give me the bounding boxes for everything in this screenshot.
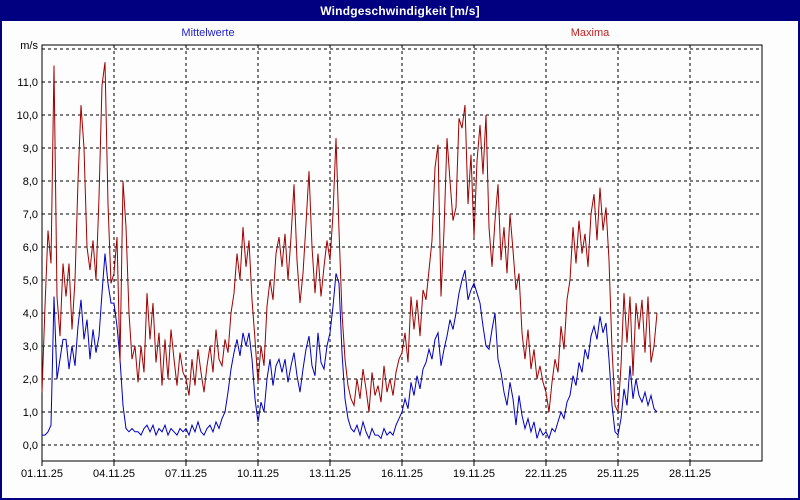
series-line-mittelwerte [42,253,658,440]
x-tick-label: 16.11.25 [381,468,423,480]
y-tick-label: 9,0 [23,143,38,155]
x-tick-label: 04.11.25 [93,468,135,480]
x-tick-label: 19.11.25 [453,468,495,480]
legend-mittelwerte-label: Mittelwerte [181,27,235,39]
x-tick-label: 25.11.25 [597,468,639,480]
x-tick-label: 01.11.25 [21,468,63,480]
y-tick-label: 6,0 [23,242,38,254]
y-tick-label: 5,0 [23,275,38,287]
y-unit-label: m/s [20,40,38,52]
window-title: Windgeschwindigkeit [m/s] [320,4,480,18]
y-tick-label: 4,0 [23,308,38,320]
y-tick-label: 0,0 [23,440,38,452]
y-tick-label: 3,0 [23,341,38,353]
x-tick-label: 07.11.25 [165,468,207,480]
y-tick-label: 11,0 [17,77,38,89]
x-tick-label: 13.11.25 [309,468,351,480]
y-tick-label: 7,0 [23,209,38,221]
y-tick-label: 10,0 [17,110,38,122]
x-tick-label: 10.11.25 [237,468,279,480]
series-line-maxima [41,62,658,413]
x-tick-label: 28.11.25 [669,468,711,480]
legend-maxima-label: Maxima [570,27,610,39]
y-tick-label: 8,0 [23,176,38,188]
y-tick-label: 1,0 [23,407,38,419]
x-tick-label: 22.11.25 [525,468,567,480]
title-bar: Windgeschwindigkeit [m/s] [2,2,798,21]
y-tick-label: 2,0 [23,374,38,386]
